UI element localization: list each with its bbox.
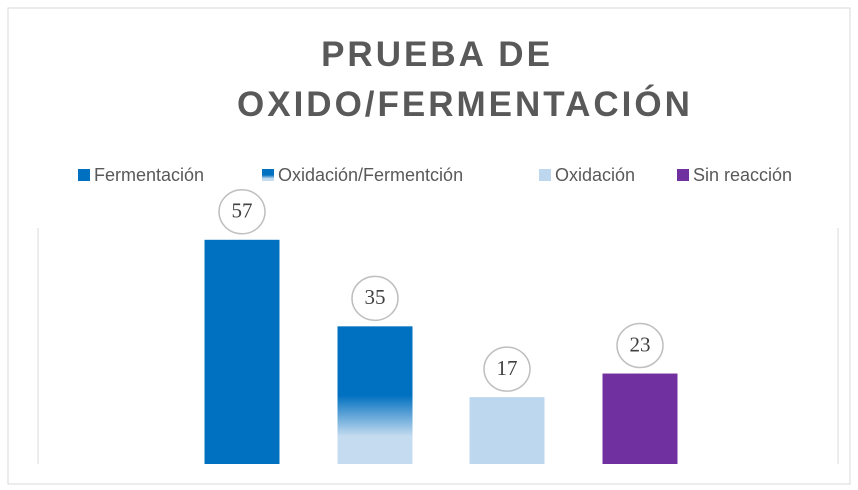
data-label-bubble: [483, 346, 531, 392]
chart-border: [7, 7, 851, 485]
legend-label: Sin reacción: [693, 165, 792, 185]
bar: [204, 239, 280, 464]
legend-label: Oxidación/Fermentción: [278, 165, 463, 185]
legend-label: Oxidación: [555, 165, 635, 185]
legend-label: Fermentación: [94, 165, 204, 185]
bar: [602, 373, 678, 464]
legend-swatch: [539, 169, 551, 181]
legend-swatch: [262, 169, 274, 181]
data-label-bubble: [351, 275, 399, 322]
chart-title: PRUEBA DE OXIDO/FERMENTACIÓN: [237, 35, 693, 124]
data-label: 23: [630, 332, 651, 356]
bar: [337, 326, 413, 464]
legend-swatch: [677, 169, 689, 181]
data-label: 35: [365, 285, 386, 309]
data-label-bubble: [218, 189, 266, 235]
data-label: 17: [497, 356, 518, 380]
legend-swatch: [78, 169, 90, 181]
data-label: 57: [232, 199, 253, 223]
bar: [469, 397, 545, 464]
data-label-bubble: [616, 322, 664, 369]
